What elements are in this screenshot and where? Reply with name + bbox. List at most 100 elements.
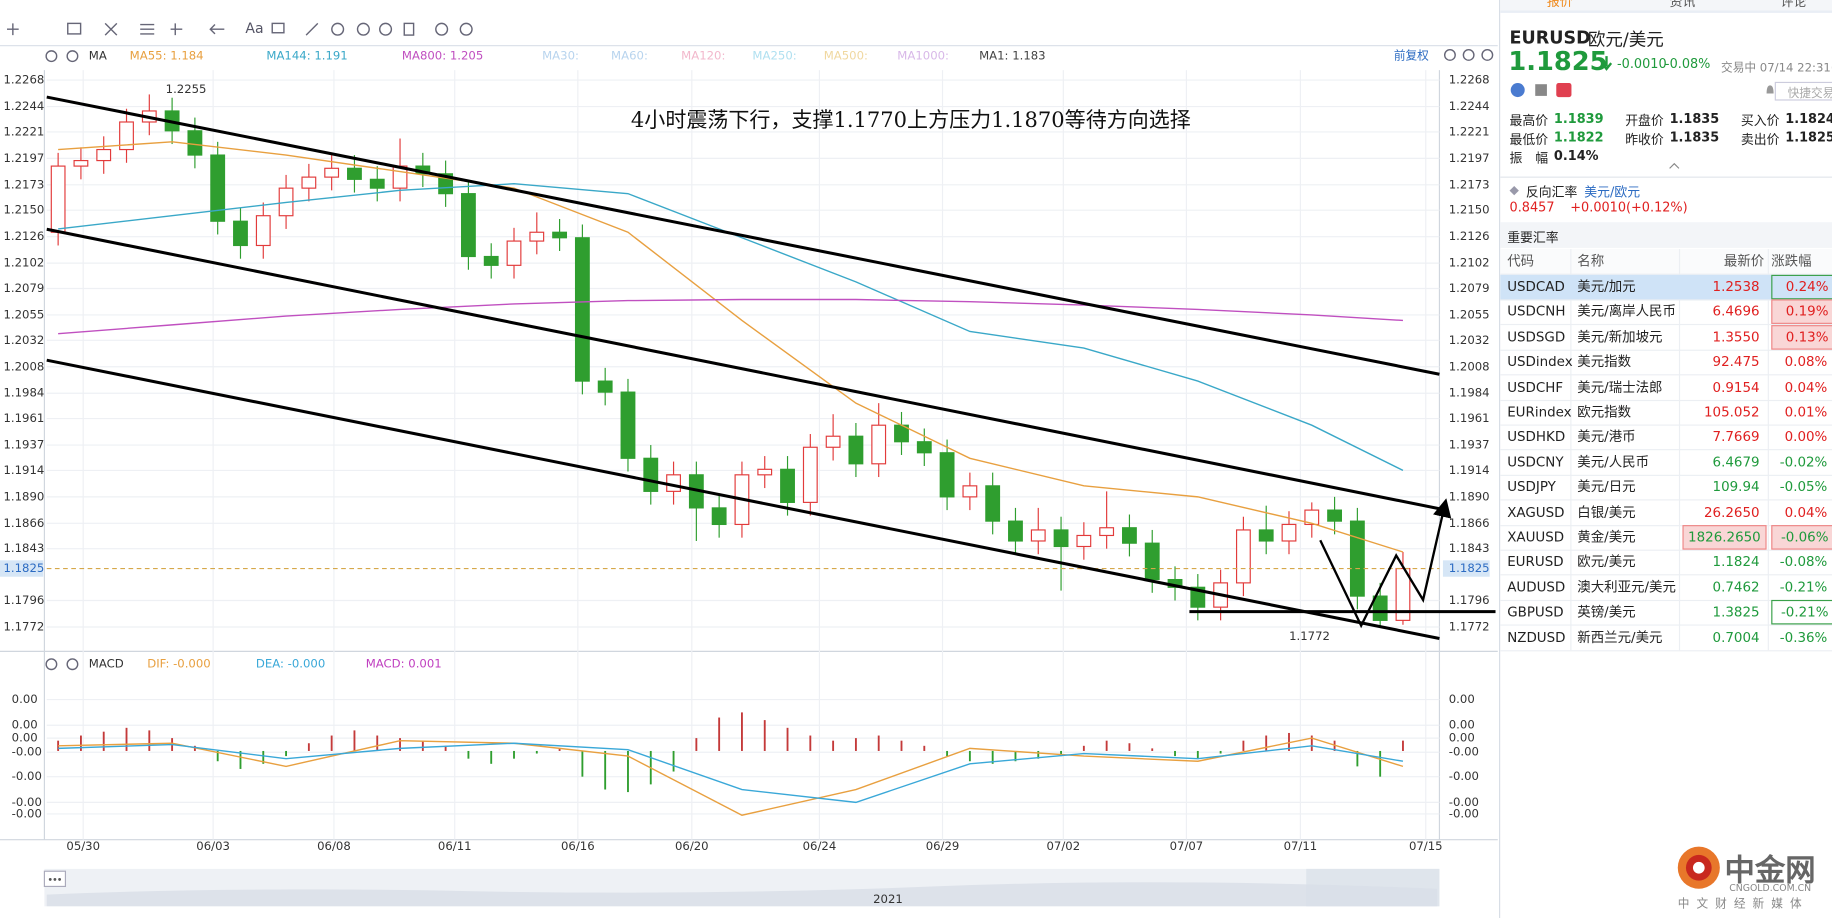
- stat-value: 0.14%: [1553, 148, 1599, 164]
- legend-entry: MA800: 1.205: [402, 49, 483, 63]
- candle-body: [324, 167, 340, 178]
- y-tick-label: 1.1772: [1449, 619, 1490, 633]
- y-tick-label: 1.2197: [4, 151, 45, 165]
- candle-body: [1304, 509, 1320, 526]
- name-cell: 欧元/美元: [1577, 553, 1636, 570]
- candle-body: [1008, 520, 1023, 542]
- indicator-line: [58, 141, 1404, 553]
- table-row[interactable]: EURUSD 欧元/美元 1.1824 -0.08%: [1500, 550, 1832, 576]
- low-label: 1.1772: [1289, 629, 1330, 643]
- trend-lines: [46, 95, 1496, 640]
- code-cell: AUDUSD: [1507, 578, 1566, 596]
- price-cell: 1.1824: [1712, 553, 1760, 570]
- y-tick-label: 1.1843: [4, 541, 45, 555]
- candle-body: [985, 485, 1001, 522]
- candle-body: [73, 159, 89, 167]
- x-tick-label: 06/03: [196, 839, 230, 853]
- indicator-line: [58, 742, 1404, 804]
- quote-change-pct: -0.08%: [1664, 56, 1711, 72]
- name-cell: 欧元指数: [1577, 403, 1632, 420]
- candle-body: [187, 130, 203, 156]
- x-tick-label: 06/29: [926, 839, 960, 853]
- candle-body: [1327, 509, 1343, 522]
- legend-entry: MA60:: [611, 49, 648, 63]
- legend-entry: MA30:: [542, 49, 579, 63]
- navigator: [43, 868, 1440, 907]
- table-row[interactable]: USDJPY 美元/日元 109.94 -0.05%: [1500, 475, 1832, 501]
- text-tool: Aa: [245, 21, 263, 37]
- y-tick-label: -0.00: [1449, 745, 1479, 759]
- quick-trade[interactable]: 快捷交易: [1774, 81, 1832, 101]
- candle-body: [780, 468, 795, 503]
- y-tick-label: 1.2150: [4, 203, 45, 217]
- candle-body: [1258, 529, 1274, 542]
- price-cell: 105.052: [1703, 403, 1760, 420]
- y-tick-label: 1.2173: [4, 177, 45, 191]
- table-row[interactable]: USDCNY 美元/人民币 6.4679 -0.02%: [1500, 450, 1832, 476]
- candle-body: [1122, 527, 1137, 544]
- y-tick-label: 0.00: [1449, 731, 1475, 745]
- code-cell: XAGUSD: [1507, 503, 1565, 520]
- stat-value: 1.1824: [1785, 111, 1832, 127]
- panel-tab[interactable]: 评论: [1780, 0, 1807, 10]
- table-row[interactable]: USDSGD 美元/新加坡元 1.3550 0.13%: [1500, 324, 1832, 351]
- last-price-label: 1.1825: [1449, 561, 1490, 575]
- panel-tab[interactable]: 报价: [1546, 0, 1573, 10]
- price-cell: 1.2538: [1712, 278, 1760, 295]
- y-tick-label: 1.1937: [1449, 438, 1490, 452]
- collapse-icon[interactable]: [1668, 161, 1680, 170]
- y-tick-label: 1.1890: [4, 489, 45, 503]
- name-cell: 英镑/美元: [1577, 603, 1636, 621]
- candle-body: [301, 176, 317, 189]
- table-row[interactable]: USDCNH 美元/离岸人民币 6.4696 0.19%: [1500, 299, 1832, 326]
- table-row[interactable]: EURindex 欧元指数 105.052 0.01%: [1500, 400, 1832, 426]
- adjust-label: 前复权: [1394, 49, 1429, 63]
- table-row[interactable]: NZDUSD 新西兰元/美元 0.7004 -0.36%: [1500, 625, 1832, 651]
- code-cell: GBPUSD: [1507, 603, 1564, 621]
- bell-icon: [1766, 85, 1774, 94]
- code-cell: USDCHF: [1507, 378, 1564, 395]
- panel-tab[interactable]: 资讯: [1669, 0, 1696, 10]
- candle-body: [255, 215, 271, 247]
- candle-body: [1099, 527, 1115, 537]
- price-cell: 0.7004: [1712, 628, 1760, 646]
- quote-name: 欧元/美元: [1587, 29, 1664, 51]
- tool-icons: [7, 22, 1494, 671]
- candle-body: [711, 507, 727, 526]
- candle-body: [871, 424, 887, 465]
- candle-body: [1030, 529, 1046, 542]
- legend-entry: MA120:: [681, 49, 725, 63]
- y-tick-label: 1.1866: [1449, 516, 1490, 530]
- table-row[interactable]: AUDUSD 澳大利亚元/美元 0.7462 -0.21%: [1500, 575, 1832, 601]
- header-cell: 名称: [1577, 252, 1605, 269]
- table-row[interactable]: USDCAD 美元/加元 1.2538 0.24%: [1500, 274, 1832, 301]
- y-tick-label: 1.1914: [4, 463, 45, 477]
- table-row[interactable]: XAUUSD 黄金/美元 1826.2650 -0.06%: [1500, 525, 1832, 551]
- stat-value: 1.1835: [1669, 129, 1720, 146]
- code-cell: EURUSD: [1507, 553, 1564, 570]
- table-row[interactable]: USDCHF 美元/瑞士法郎 0.9154 0.04%: [1500, 375, 1832, 401]
- stat-label: 卖出价: [1740, 132, 1780, 148]
- y-tick-label: 1.2079: [1449, 281, 1490, 295]
- logo-mark: [1677, 846, 1720, 889]
- candle-body: [1053, 529, 1069, 548]
- candle-body: [643, 457, 659, 492]
- header-cell: 最新价: [1723, 252, 1765, 269]
- price-cell: 109.94: [1712, 478, 1760, 495]
- x-tick-label: 06/24: [803, 839, 837, 853]
- navigator-year: 2021: [873, 892, 903, 906]
- table-row[interactable]: XAGUSD 白银/美元 26.2650 0.04%: [1500, 500, 1832, 526]
- table-row[interactable]: USDindex 美元指数 92.475 0.08%: [1500, 350, 1832, 376]
- y-tick-label: 1.2244: [1449, 99, 1490, 113]
- logo-slogan: 中文财经新媒体: [1677, 898, 1809, 911]
- y-tick-label: 1.2032: [1449, 333, 1490, 347]
- reverse-change: +0.0010(+0.12%): [1570, 199, 1688, 216]
- change-cell: 0.00%: [1784, 428, 1828, 445]
- candle-body: [369, 178, 385, 189]
- y-tick-label: -0.00: [12, 769, 42, 783]
- y-tick-label: 0.00: [12, 718, 38, 732]
- candle-body: [1281, 523, 1297, 542]
- table-row[interactable]: GBPUSD 英镑/美元 1.3825 -0.21%: [1500, 600, 1832, 626]
- table-row[interactable]: USDHKD 美元/港币 7.7669 0.00%: [1500, 425, 1832, 451]
